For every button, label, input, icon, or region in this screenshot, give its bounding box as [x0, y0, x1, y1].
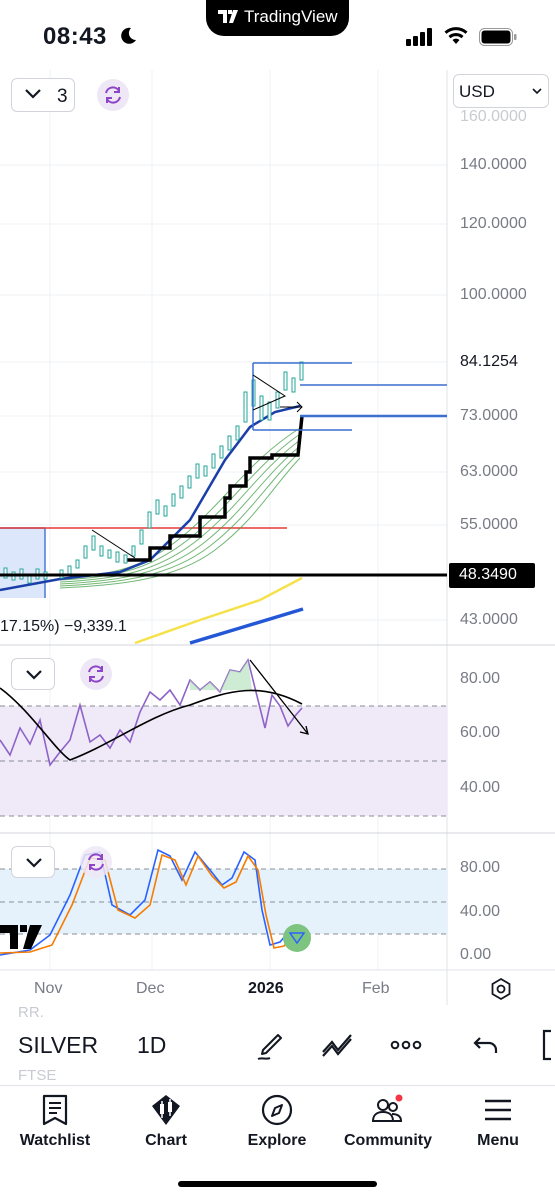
- time-label: Nov: [34, 980, 63, 997]
- symbol-name[interactable]: SILVER: [18, 1032, 99, 1058]
- tab-label: Watchlist: [19, 1132, 91, 1149]
- price-label: 73.0000: [460, 407, 518, 424]
- tradingview-pill-label: TradingView: [244, 7, 338, 26]
- trendline-icon: [322, 1034, 352, 1057]
- stoch-d-line: [0, 853, 306, 954]
- currency-label: USD: [459, 82, 495, 101]
- stoch-signal-marker[interactable]: [283, 924, 311, 952]
- bottom-tab-bar: [0, 1085, 555, 1200]
- undo-icon: [473, 1037, 498, 1053]
- time-label: Feb: [362, 980, 390, 997]
- menu-icon: [485, 1099, 511, 1121]
- timeframe-selector[interactable]: 1D: [137, 1032, 167, 1058]
- stoch-pane-toggle[interactable]: [11, 846, 55, 878]
- tab-chart[interactable]: Chart: [116, 1090, 216, 1150]
- previous-symbol[interactable]: RR.: [18, 1004, 44, 1021]
- position-pnl-text: 17.15%) −9,339.1: [0, 618, 127, 635]
- yellow-ma: [134, 576, 303, 645]
- tab-watchlist[interactable]: Watchlist: [5, 1090, 105, 1150]
- tradingview-watermark-icon: [0, 925, 42, 949]
- status-bar: 08:43 TradingView: [0, 0, 555, 70]
- undo-button[interactable]: [470, 1028, 506, 1062]
- next-symbol[interactable]: FTSE: [18, 1067, 57, 1084]
- rsi-pane-toggle[interactable]: [11, 658, 55, 690]
- tab-label: Community: [344, 1132, 432, 1149]
- tradingview-pill[interactable]: TradingView: [206, 0, 349, 36]
- tab-menu[interactable]: Menu: [448, 1090, 548, 1150]
- target-lines: [252, 362, 447, 431]
- chart-area[interactable]: [0, 70, 555, 1005]
- price-label: 43.0000: [460, 611, 518, 628]
- chart-icon: [152, 1095, 180, 1125]
- tab-community[interactable]: Community: [338, 1090, 438, 1150]
- moon-icon: [121, 27, 136, 44]
- fullscreen-bracket-icon: [542, 1029, 551, 1061]
- price-label: 120.0000: [460, 215, 527, 232]
- sync-icon: [105, 86, 121, 104]
- rsi-label: 80.00: [460, 670, 501, 687]
- community-icon: [371, 1094, 403, 1122]
- tab-explore[interactable]: Explore: [227, 1090, 327, 1150]
- stoch-label: 80.00: [460, 859, 501, 876]
- chevron-down-icon: [532, 88, 542, 95]
- price-label: 55.0000: [460, 516, 518, 533]
- stoch-k-line: [0, 848, 306, 956]
- symbol-toolbar: [0, 1005, 555, 1085]
- interval-selector[interactable]: 3: [11, 78, 75, 112]
- more-tools-button[interactable]: [389, 1028, 425, 1062]
- step-line: [125, 415, 304, 562]
- home-indicator[interactable]: [178, 1181, 377, 1187]
- price-label: 100.0000: [460, 286, 527, 303]
- explore-icon: [261, 1094, 293, 1126]
- chart-settings-icon[interactable]: [489, 977, 513, 1001]
- sync-icon: [88, 853, 104, 871]
- cellular-signal-icon: [406, 28, 432, 46]
- trendline-button[interactable]: [320, 1028, 356, 1062]
- drawing-pen-button[interactable]: [254, 1028, 290, 1062]
- fullscreen-button[interactable]: [535, 1028, 555, 1062]
- rsi-label: 40.00: [460, 779, 501, 796]
- status-time: 08:43: [43, 23, 107, 50]
- sync-button-stoch[interactable]: [80, 846, 112, 878]
- time-label: 2026: [248, 980, 284, 997]
- tradingview-logo-icon: [218, 10, 238, 23]
- ma-ribbon: [59, 427, 301, 589]
- price-label: 84.1254: [460, 353, 518, 370]
- tab-label: Menu: [477, 1132, 519, 1149]
- time-label: Dec: [136, 980, 165, 997]
- sync-button-rsi[interactable]: [80, 658, 112, 690]
- blue-ma: [189, 607, 304, 645]
- fast-ma: [0, 404, 301, 592]
- interval-value: 3: [57, 86, 68, 107]
- tab-label: Chart: [145, 1132, 187, 1149]
- battery-icon: [479, 28, 517, 46]
- pen-icon: [257, 1034, 282, 1060]
- stoch-label: 0.00: [460, 946, 492, 963]
- projection-arrow: [280, 401, 303, 413]
- stoch-label: 40.00: [460, 903, 501, 920]
- current-price-badge: 48.3490: [449, 563, 535, 588]
- rsi-signal-line: [0, 687, 303, 761]
- watchlist-icon: [42, 1094, 68, 1126]
- chart-canvas[interactable]: [0, 70, 555, 1005]
- sync-button-main[interactable]: [97, 79, 129, 111]
- sync-icon: [88, 665, 104, 683]
- more-icon: [390, 1040, 422, 1050]
- chevron-down-icon: [25, 89, 41, 99]
- rsi-line: [0, 658, 303, 767]
- wifi-icon: [444, 27, 468, 44]
- price-label: 140.0000: [460, 156, 527, 173]
- rsi-label: 60.00: [460, 724, 501, 741]
- triangle-down-icon: [289, 932, 305, 944]
- chevron-down-icon: [26, 670, 42, 680]
- price-label: 63.0000: [460, 463, 518, 480]
- tab-label: Explore: [247, 1132, 307, 1149]
- chevron-down-icon: [26, 858, 42, 868]
- currency-selector[interactable]: USD: [453, 74, 549, 108]
- price-label: 160.0000: [460, 108, 527, 125]
